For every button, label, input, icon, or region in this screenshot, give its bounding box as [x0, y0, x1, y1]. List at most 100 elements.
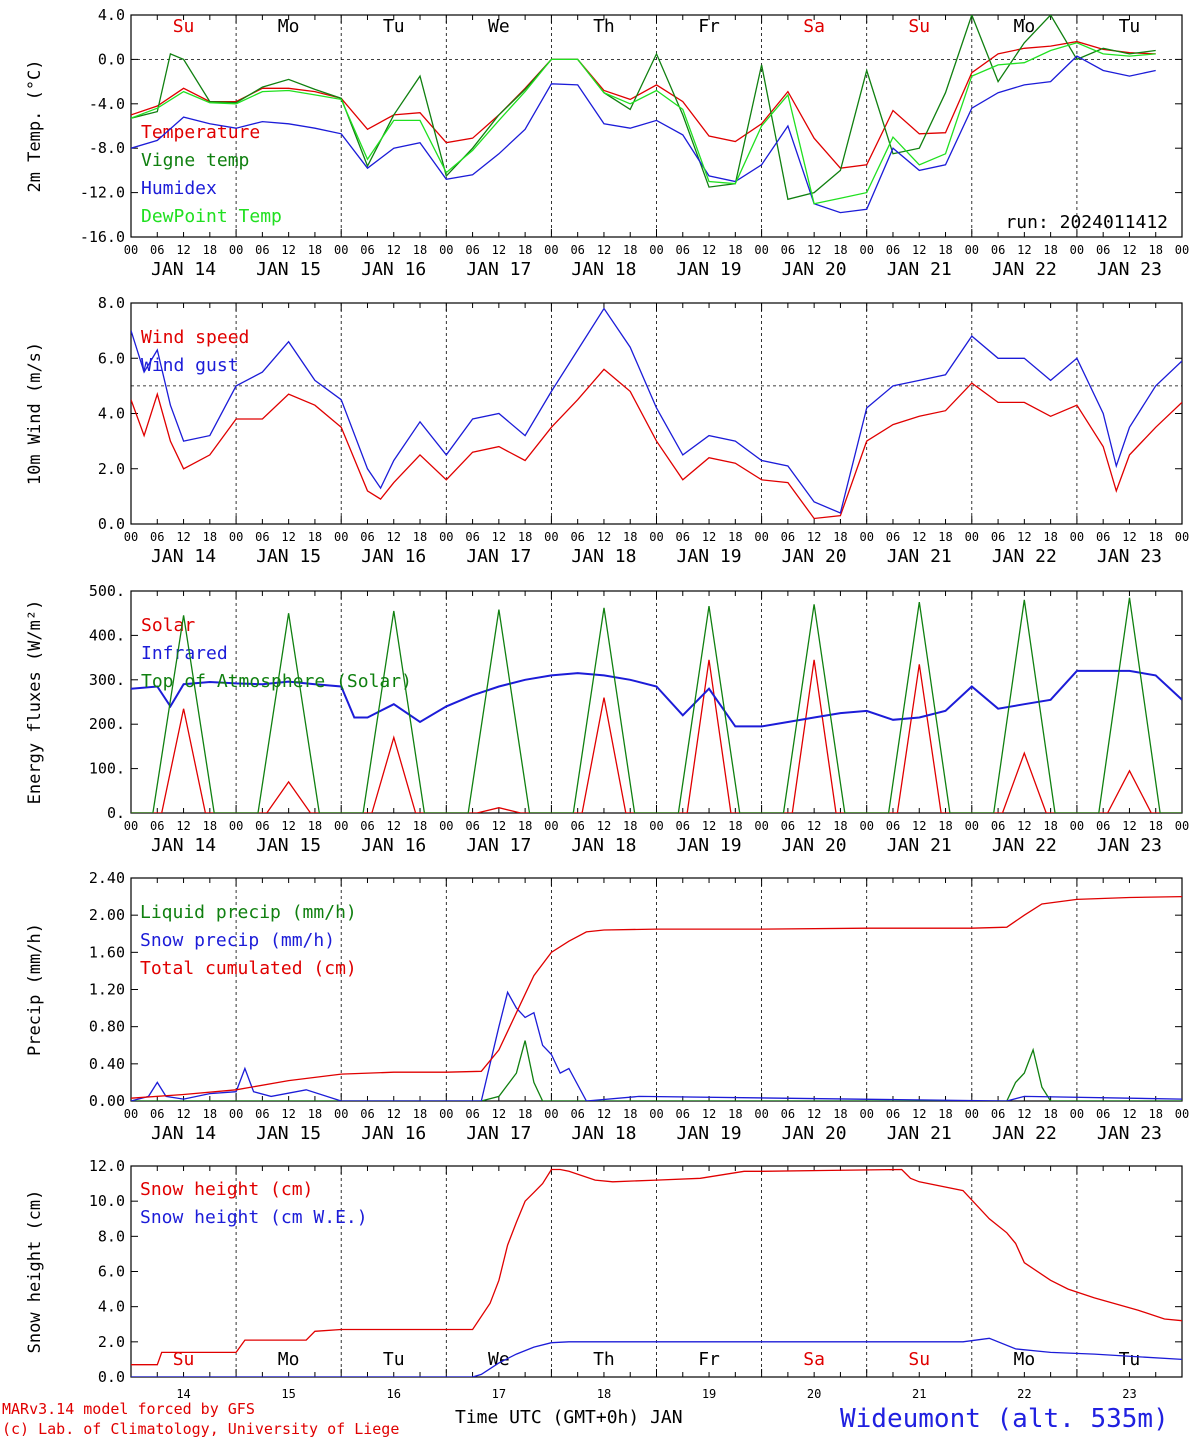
hour-tick-label: 00 — [1175, 1107, 1189, 1121]
hour-tick-label: 06 — [676, 530, 690, 544]
day-number-label: 22 — [1017, 1387, 1031, 1401]
hour-tick-label: 18 — [938, 819, 952, 833]
date-label: JAN 17 — [466, 546, 531, 567]
series-line-infrared — [131, 669, 1182, 728]
hour-tick-label: 18 — [728, 819, 742, 833]
y-tick-label: -12.0 — [80, 184, 125, 202]
hour-tick-label: 06 — [1096, 1107, 1110, 1121]
y-tick-label: -8.0 — [89, 139, 125, 157]
date-label: JAN 19 — [677, 835, 742, 856]
hour-tick-label: 12 — [281, 819, 295, 833]
hour-tick-label: 00 — [544, 1107, 558, 1121]
hour-tick-label: 00 — [124, 530, 138, 544]
series-line-wind-speed — [131, 368, 1182, 520]
hour-tick-label: 00 — [649, 819, 663, 833]
date-label: JAN 14 — [151, 259, 216, 280]
hour-tick-label: 18 — [623, 1107, 637, 1121]
legend-entry: Snow height (cm W.E.) — [140, 1207, 368, 1228]
date-label: JAN 19 — [677, 546, 742, 567]
hour-tick-label: 06 — [360, 819, 374, 833]
date-label: JAN 20 — [782, 835, 847, 856]
weekday-label: Tu — [383, 1349, 405, 1370]
legend-entry: DewPoint Temp — [141, 206, 282, 227]
hour-tick-label: 18 — [203, 1107, 217, 1121]
credit-line-1: MARv3.14 model forced by GFS — [2, 1400, 255, 1418]
hour-tick-label: 06 — [255, 1107, 269, 1121]
hour-tick-label: 12 — [597, 530, 611, 544]
date-label: JAN 18 — [571, 1123, 636, 1144]
date-label: JAN 23 — [1097, 835, 1162, 856]
hour-tick-label: 00 — [965, 1107, 979, 1121]
hour-tick-label: 06 — [150, 530, 164, 544]
footer: MARv3.14 model forced by GFS (c) Lab. of… — [2, 1400, 1169, 1438]
series-line-solar — [131, 659, 1182, 813]
hour-tick-label: 12 — [387, 1107, 401, 1121]
hour-tick-label: 18 — [1148, 243, 1162, 257]
hour-tick-label: 12 — [702, 1107, 716, 1121]
weekday-label: Mo — [1014, 16, 1036, 37]
hour-tick-label: 00 — [649, 243, 663, 257]
hour-tick-label: 12 — [912, 243, 926, 257]
hour-tick-label: 12 — [1017, 819, 1031, 833]
hour-tick-label: 00 — [754, 530, 768, 544]
hour-tick-label: 18 — [833, 530, 847, 544]
hour-tick-label: 00 — [1070, 243, 1084, 257]
y-axis-title: Snow height (cm) — [25, 1190, 45, 1354]
y-tick-label: 4.0 — [98, 1298, 125, 1316]
y-tick-label: 6.0 — [98, 1263, 125, 1281]
date-label: JAN 17 — [466, 1123, 531, 1144]
hour-tick-label: 06 — [991, 243, 1005, 257]
hour-tick-label: 00 — [649, 1107, 663, 1121]
hour-tick-label: 06 — [781, 819, 795, 833]
hour-tick-label: 06 — [1096, 530, 1110, 544]
hour-tick-label: 06 — [1096, 819, 1110, 833]
weekday-label: Su — [173, 1349, 195, 1370]
legend-entry: Vigne temp — [141, 150, 249, 171]
weekday-label: Tu — [1119, 1349, 1141, 1370]
hour-tick-label: 18 — [728, 1107, 742, 1121]
hour-tick-label: 12 — [1017, 530, 1031, 544]
date-label: JAN 22 — [992, 1123, 1057, 1144]
date-label: JAN 20 — [782, 259, 847, 280]
date-label: JAN 15 — [256, 1123, 321, 1144]
hour-tick-label: 18 — [518, 1107, 532, 1121]
day-number-label: 17 — [492, 1387, 506, 1401]
hour-tick-label: 12 — [387, 243, 401, 257]
weekday-label: Mo — [278, 1349, 300, 1370]
hour-tick-label: 06 — [781, 1107, 795, 1121]
hour-tick-label: 18 — [1043, 243, 1057, 257]
y-tick-label: 8.0 — [98, 1227, 125, 1245]
hour-tick-label: 18 — [938, 530, 952, 544]
y-tick-label: 0. — [107, 804, 125, 822]
hour-tick-label: 06 — [991, 1107, 1005, 1121]
hour-tick-label: 00 — [965, 243, 979, 257]
day-number-label: 21 — [912, 1387, 926, 1401]
hour-tick-label: 00 — [859, 243, 873, 257]
chart-panel-5: 12.0 10.0 8.0 6.0 4.0 2.0 0.0 Snow height (cm) 1… — [25, 1157, 1183, 1401]
hour-tick-label: 18 — [308, 530, 322, 544]
hour-tick-label: 18 — [308, 1107, 322, 1121]
date-label: JAN 23 — [1097, 1123, 1162, 1144]
y-tick-label: 0.00 — [89, 1092, 125, 1110]
meteogram-panels: 4.00.0-4.0-8.0-12.0-16.02m Temp. (°C)00 0… — [25, 6, 1189, 1401]
weekday-label: Sa — [803, 16, 825, 37]
hour-tick-label: 18 — [1148, 819, 1162, 833]
hour-tick-label: 06 — [465, 1107, 479, 1121]
hour-tick-label: 12 — [807, 1107, 821, 1121]
hour-tick-label: 06 — [465, 243, 479, 257]
date-label: JAN 23 — [1097, 546, 1162, 567]
hour-tick-label: 06 — [255, 243, 269, 257]
date-label: JAN 18 — [571, 835, 636, 856]
y-tick-label: 6.0 — [98, 349, 125, 367]
y-tick-label: 0.0 — [98, 515, 125, 533]
legend-entry: Solar — [141, 615, 195, 636]
hour-tick-label: 18 — [203, 530, 217, 544]
hour-tick-label: 06 — [150, 1107, 164, 1121]
hour-tick-label: 06 — [150, 243, 164, 257]
series-line-top-of-atmosphere-solar — [131, 597, 1182, 813]
y-tick-label: 2.00 — [89, 906, 125, 924]
hour-tick-label: 06 — [886, 1107, 900, 1121]
hour-tick-label: 18 — [728, 243, 742, 257]
date-label: JAN 16 — [361, 835, 426, 856]
